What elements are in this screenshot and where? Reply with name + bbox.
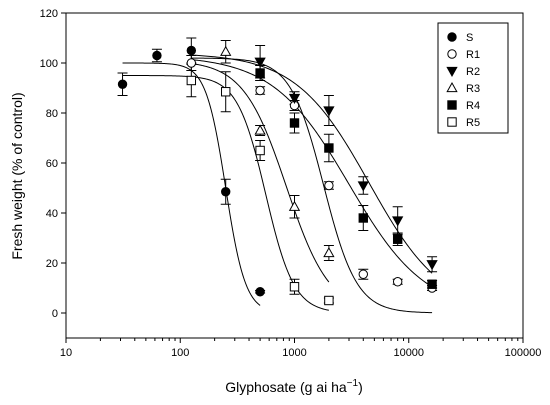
- data-point-S: [117, 79, 128, 89]
- y-tick-label: 0: [52, 308, 58, 320]
- legend-label-R2: R2: [466, 66, 480, 78]
- x-axis-label-main: Glyphosate (g ai ha: [225, 379, 347, 395]
- data-markers: [117, 45, 438, 306]
- data-point-R2: [323, 106, 335, 117]
- data-point-R2: [426, 260, 438, 271]
- data-point-R1: [255, 85, 265, 96]
- data-point-R5: [221, 87, 231, 97]
- data-point-R4: [392, 234, 403, 244]
- y-tick-label: 20: [46, 258, 58, 270]
- data-point-R1: [392, 277, 403, 287]
- x-tick-label: 100: [171, 347, 189, 359]
- y-axis-label: Fresh weight (% of control): [9, 92, 25, 259]
- data-point-R2: [288, 93, 301, 105]
- data-point-R4: [358, 213, 368, 223]
- fit-curve-R4: [191, 59, 433, 288]
- legend-marker-R1: [447, 49, 457, 59]
- data-point-R1: [358, 269, 368, 279]
- x-tick-label: 10000: [393, 347, 424, 359]
- data-point-R3: [220, 45, 232, 56]
- x-tick-label: 10: [60, 347, 72, 359]
- data-point-R3: [254, 124, 266, 135]
- y-axis: 0 20 40 60 80 100 120: [40, 8, 66, 320]
- legend-marker-S: [447, 32, 457, 42]
- data-point-R5: [324, 295, 334, 306]
- y-tick-label: 120: [40, 8, 58, 20]
- x-axis: 10 100 1000 10000 100000: [60, 338, 541, 359]
- fit-curves: [122, 54, 433, 314]
- x-tick-label: 100000: [505, 347, 542, 359]
- data-point-S: [255, 287, 265, 297]
- fit-curve-R2: [191, 54, 433, 274]
- data-point-R3: [288, 200, 301, 211]
- legend-marker-R5: [447, 117, 457, 127]
- x-axis-label-close: ): [358, 379, 363, 395]
- data-point-R2: [254, 57, 266, 68]
- x-tick-label: 1000: [282, 347, 306, 359]
- legend-items: S R1 R2 R3 R4 R5: [446, 32, 480, 129]
- y-tick-label: 80: [46, 108, 58, 120]
- y-tick-label: 60: [46, 158, 58, 170]
- data-point-S: [186, 45, 197, 56]
- data-point-R5: [289, 282, 300, 292]
- data-point-R3: [323, 246, 335, 258]
- legend-label-R1: R1: [466, 49, 480, 61]
- x-axis-label: Glyphosate (g ai ha−1): [225, 378, 362, 395]
- data-point-R1: [324, 180, 334, 191]
- legend-label-S: S: [466, 32, 473, 44]
- fit-curve-S: [122, 62, 261, 306]
- legend-marker-R2: [446, 66, 458, 78]
- y-tick-label: 40: [46, 208, 58, 220]
- data-point-R4: [324, 143, 334, 153]
- y-tick-label: 100: [40, 58, 58, 70]
- data-point-S: [221, 187, 231, 197]
- data-point-R5: [186, 75, 197, 86]
- legend-label-R4: R4: [466, 100, 480, 112]
- data-point-S: [152, 50, 162, 61]
- legend-label-R3: R3: [466, 83, 480, 95]
- legend-marker-R3: [446, 81, 458, 93]
- legend: S R1 R2 R3 R4 R5: [437, 22, 509, 134]
- data-point-R1: [186, 58, 197, 68]
- error-bars: [117, 37, 438, 304]
- data-point-R4: [255, 68, 265, 78]
- plot-area: [65, 12, 524, 339]
- data-point-R4: [427, 279, 437, 289]
- x-axis-label-superscript: −1: [347, 378, 359, 389]
- legend-frame: [437, 22, 509, 134]
- data-point-R4: [289, 118, 300, 128]
- fit-curve-R3: [191, 63, 330, 283]
- data-point-R2: [357, 181, 369, 192]
- legend-label-R5: R5: [466, 117, 480, 129]
- data-point-R2: [392, 216, 404, 227]
- data-point-R5: [255, 145, 265, 156]
- legend-marker-R4: [447, 100, 457, 110]
